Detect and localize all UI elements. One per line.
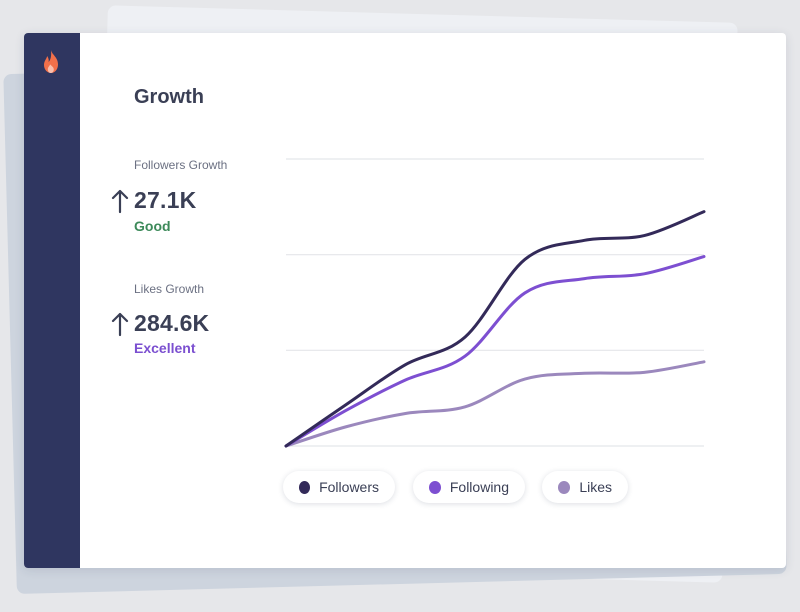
page-title: Growth: [134, 86, 204, 108]
followers-growth-value: 27.1K: [134, 187, 197, 213]
legend-item-followers[interactable]: Followers: [283, 471, 395, 503]
legend-label: Followers: [319, 479, 379, 495]
series-line-likes: [284, 360, 706, 448]
arrow-up-icon: [111, 312, 129, 336]
likes-growth-value: 284.6K: [134, 310, 210, 336]
arrow-up-icon: [111, 189, 129, 213]
followers-growth-rating: Good: [134, 218, 171, 234]
flame-icon[interactable]: [40, 49, 62, 75]
legend-item-following[interactable]: Following: [413, 471, 525, 503]
legend-dot: [299, 480, 311, 494]
likes-growth-value-row: 284.6K: [110, 310, 209, 337]
followers-growth-value-row: 27.1K: [110, 187, 196, 214]
likes-growth-label: Likes Growth: [134, 282, 205, 296]
growth-card: Growth Followers Growth 27.1K Good Likes…: [24, 33, 786, 568]
legend-dot: [429, 480, 441, 494]
legend-item-likes[interactable]: Likes: [542, 471, 628, 503]
legend-label: Likes: [579, 479, 612, 495]
series-line-followers: [284, 210, 706, 448]
likes-growth-rating: Excellent: [134, 340, 196, 356]
followers-growth-label: Followers Growth: [134, 158, 228, 172]
sidebar: [24, 33, 80, 568]
series-line-following: [284, 255, 706, 448]
legend-dot: [558, 480, 571, 494]
legend-label: Following: [449, 479, 509, 495]
growth-line-chart: [284, 158, 706, 448]
